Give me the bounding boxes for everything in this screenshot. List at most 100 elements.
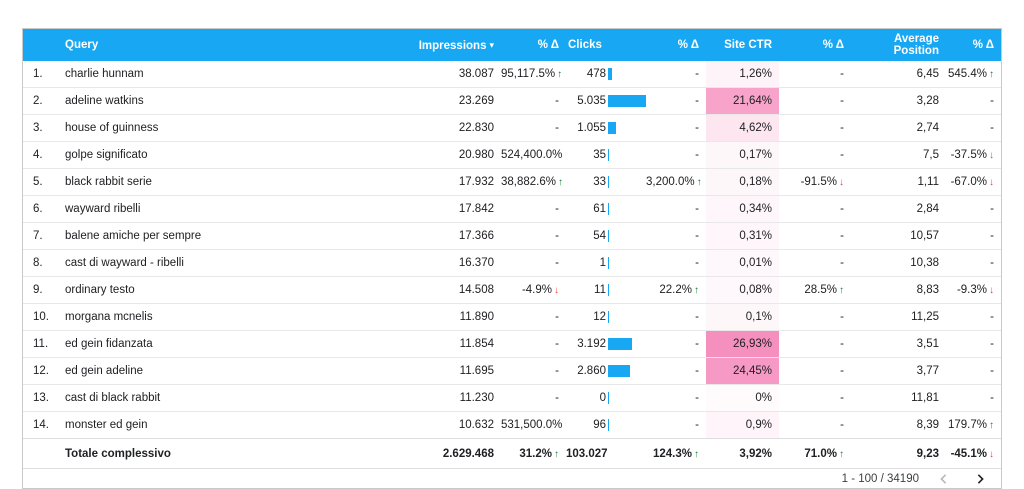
query-cell: ordinary testo bbox=[65, 284, 135, 296]
site-ctr-cell: 0,17% bbox=[706, 142, 779, 168]
site-ctr-cell: 0,01% bbox=[706, 250, 779, 276]
impressions-cell: 17.932 bbox=[458, 176, 494, 188]
clicks-value: 12 bbox=[593, 311, 606, 323]
row-index: 7. bbox=[33, 230, 43, 242]
clicks-bar bbox=[608, 365, 630, 377]
delta-value: 22.2% bbox=[659, 284, 692, 296]
impressions-cell: 23.269 bbox=[458, 95, 494, 107]
column-header-query[interactable]: Query bbox=[65, 39, 99, 51]
average-position-cell: 6,45 bbox=[916, 68, 939, 80]
row-index: 10. bbox=[33, 311, 49, 323]
clicks-cell: 1 bbox=[566, 257, 646, 269]
query-cell: cast di black rabbit bbox=[65, 392, 161, 404]
clicks-value: 0 bbox=[599, 392, 606, 404]
clicks-value: 3.192 bbox=[577, 338, 606, 350]
average-position-delta-cell: - bbox=[990, 311, 994, 323]
query-cell: charlie hunnam bbox=[65, 68, 144, 80]
average-position-cell: 9,23 bbox=[916, 447, 939, 460]
clicks-bar bbox=[608, 149, 609, 161]
row-index: 11. bbox=[33, 338, 49, 350]
impressions-cell: 11.854 bbox=[459, 338, 494, 350]
query-cell: black rabbit serie bbox=[65, 176, 152, 188]
column-header-impressions[interactable]: Impressions ▾ bbox=[366, 39, 501, 52]
row-index: 9. bbox=[33, 284, 43, 296]
table-row: 2. adeline watkins 23.269-5.035-21,64% -3,2… bbox=[23, 87, 1001, 114]
site-ctr-cell: 1,26% bbox=[706, 61, 779, 87]
impressions-delta-cell: 524,400.0%↑ bbox=[501, 149, 566, 161]
average-position-delta-cell: - bbox=[990, 338, 994, 350]
average-position-delta-cell: -67.0% ↓ bbox=[946, 176, 1001, 188]
column-header-site-ctr[interactable]: Site CTR bbox=[724, 39, 772, 51]
delta-value: 124.3% bbox=[652, 447, 692, 460]
clicks-value: 2.860 bbox=[577, 365, 606, 377]
impressions-delta-cell: 95,117.5% ↑ bbox=[501, 68, 566, 80]
impressions-cell: 17.842 bbox=[458, 203, 494, 215]
site-ctr-delta-cell: - bbox=[840, 95, 844, 107]
table-row: 14.monster ed gein10.632531,500.0%↑96-0,… bbox=[23, 411, 1001, 438]
down-arrow-icon: ↓ bbox=[989, 177, 994, 188]
average-position-cell: 11,25 bbox=[911, 311, 939, 323]
row-index: 5. bbox=[33, 176, 43, 188]
query-cell: balene amiche per sempre bbox=[65, 230, 202, 242]
column-header-clicks-delta[interactable]: % Δ bbox=[677, 39, 699, 51]
impressions-delta-cell: - bbox=[555, 230, 559, 242]
clicks-delta-cell: - bbox=[695, 338, 699, 350]
impressions-delta-cell: - bbox=[555, 338, 559, 350]
query-cell: golpe significato bbox=[65, 149, 148, 161]
column-header-average-position-delta[interactable]: % Δ bbox=[972, 39, 994, 51]
average-position-delta-cell: -9.3% ↓ bbox=[946, 284, 1001, 296]
impressions-cell: 14.508 bbox=[458, 284, 494, 296]
column-header-average-position[interactable]: Average Position bbox=[893, 33, 939, 57]
query-cell: ed gein adeline bbox=[65, 365, 144, 377]
table-row: 7. balene amiche per sempre 17.366-54-0,31… bbox=[23, 222, 1001, 249]
average-position-delta-cell: - bbox=[990, 392, 994, 404]
average-position-delta-cell: - bbox=[990, 365, 994, 377]
query-cell: wayward ribelli bbox=[65, 203, 141, 215]
row-index: 3. bbox=[33, 122, 43, 134]
table-row: 6. wayward ribelli 17.842-61-0,34% -2,84- bbox=[23, 195, 1001, 222]
impressions-cell: 17.366 bbox=[458, 230, 494, 242]
delta-value: -4.9% bbox=[521, 284, 552, 296]
clicks-bar bbox=[608, 122, 616, 134]
impressions-cell: 11.890 bbox=[459, 311, 494, 323]
clicks-value: 96 bbox=[593, 419, 606, 431]
site-ctr-cell: 24,45% bbox=[706, 358, 779, 384]
site-ctr-delta-cell: 28.5% ↑ bbox=[779, 284, 851, 296]
average-position-delta-cell: -45.1% ↓ bbox=[946, 448, 1001, 460]
impressions-delta-cell: 531,500.0%↑ bbox=[501, 419, 566, 431]
delta-value: 524,400.0% bbox=[501, 149, 563, 161]
delta-value: -37.5% bbox=[950, 149, 987, 161]
table-row: 12. ed gein adeline 11.695-2.860-24,45% -3,… bbox=[23, 357, 1001, 384]
column-header-site-ctr-delta[interactable]: % Δ bbox=[822, 39, 844, 51]
site-ctr-delta-cell: - bbox=[840, 338, 844, 350]
up-arrow-icon: ↑ bbox=[554, 448, 559, 460]
up-arrow-icon: ↑ bbox=[694, 448, 699, 460]
clicks-delta-cell: - bbox=[695, 392, 699, 404]
site-ctr-delta-cell: - bbox=[840, 311, 844, 323]
up-arrow-icon: ↑ bbox=[989, 69, 994, 80]
clicks-cell: 33 bbox=[566, 176, 646, 188]
up-arrow-icon: ↑ bbox=[564, 420, 566, 431]
site-ctr-delta-cell: - bbox=[840, 122, 844, 134]
clicks-delta-cell: 3,200.0% ↑ bbox=[646, 176, 706, 188]
average-position-cell: 3,77 bbox=[916, 365, 939, 377]
clicks-delta-cell: - bbox=[695, 68, 699, 80]
site-ctr-cell: 0,34% bbox=[706, 196, 779, 222]
site-ctr-cell: 0% bbox=[706, 385, 779, 411]
average-position-cell: 3,28 bbox=[916, 95, 939, 107]
clicks-value: 33 bbox=[593, 176, 606, 188]
average-position-cell: 11,81 bbox=[911, 392, 939, 404]
column-header-impressions-delta[interactable]: % Δ bbox=[537, 39, 559, 51]
clicks-value: 1 bbox=[599, 257, 606, 269]
site-ctr-cell: 26,93% bbox=[706, 331, 779, 357]
impressions-delta-cell: 38,882.6% ↑ bbox=[501, 176, 566, 188]
row-index: 6. bbox=[33, 203, 43, 215]
query-cell: morgana mcnelis bbox=[65, 311, 153, 323]
column-header-clicks[interactable]: Clicks bbox=[568, 39, 602, 51]
table-body: 1. charlie hunnam 38.087 95,117.5% ↑ 478-1,26… bbox=[23, 61, 1001, 438]
average-position-cell: 8,39 bbox=[916, 419, 939, 431]
up-arrow-icon: ↑ bbox=[564, 150, 566, 161]
table-row: 9. ordinary testo 14.508 -4.9% ↓ 11 22.2% ↑ 0,08… bbox=[23, 276, 1001, 303]
impressions-delta-cell: - bbox=[555, 392, 559, 404]
clicks-delta-cell: 124.3% ↑ bbox=[646, 448, 706, 460]
